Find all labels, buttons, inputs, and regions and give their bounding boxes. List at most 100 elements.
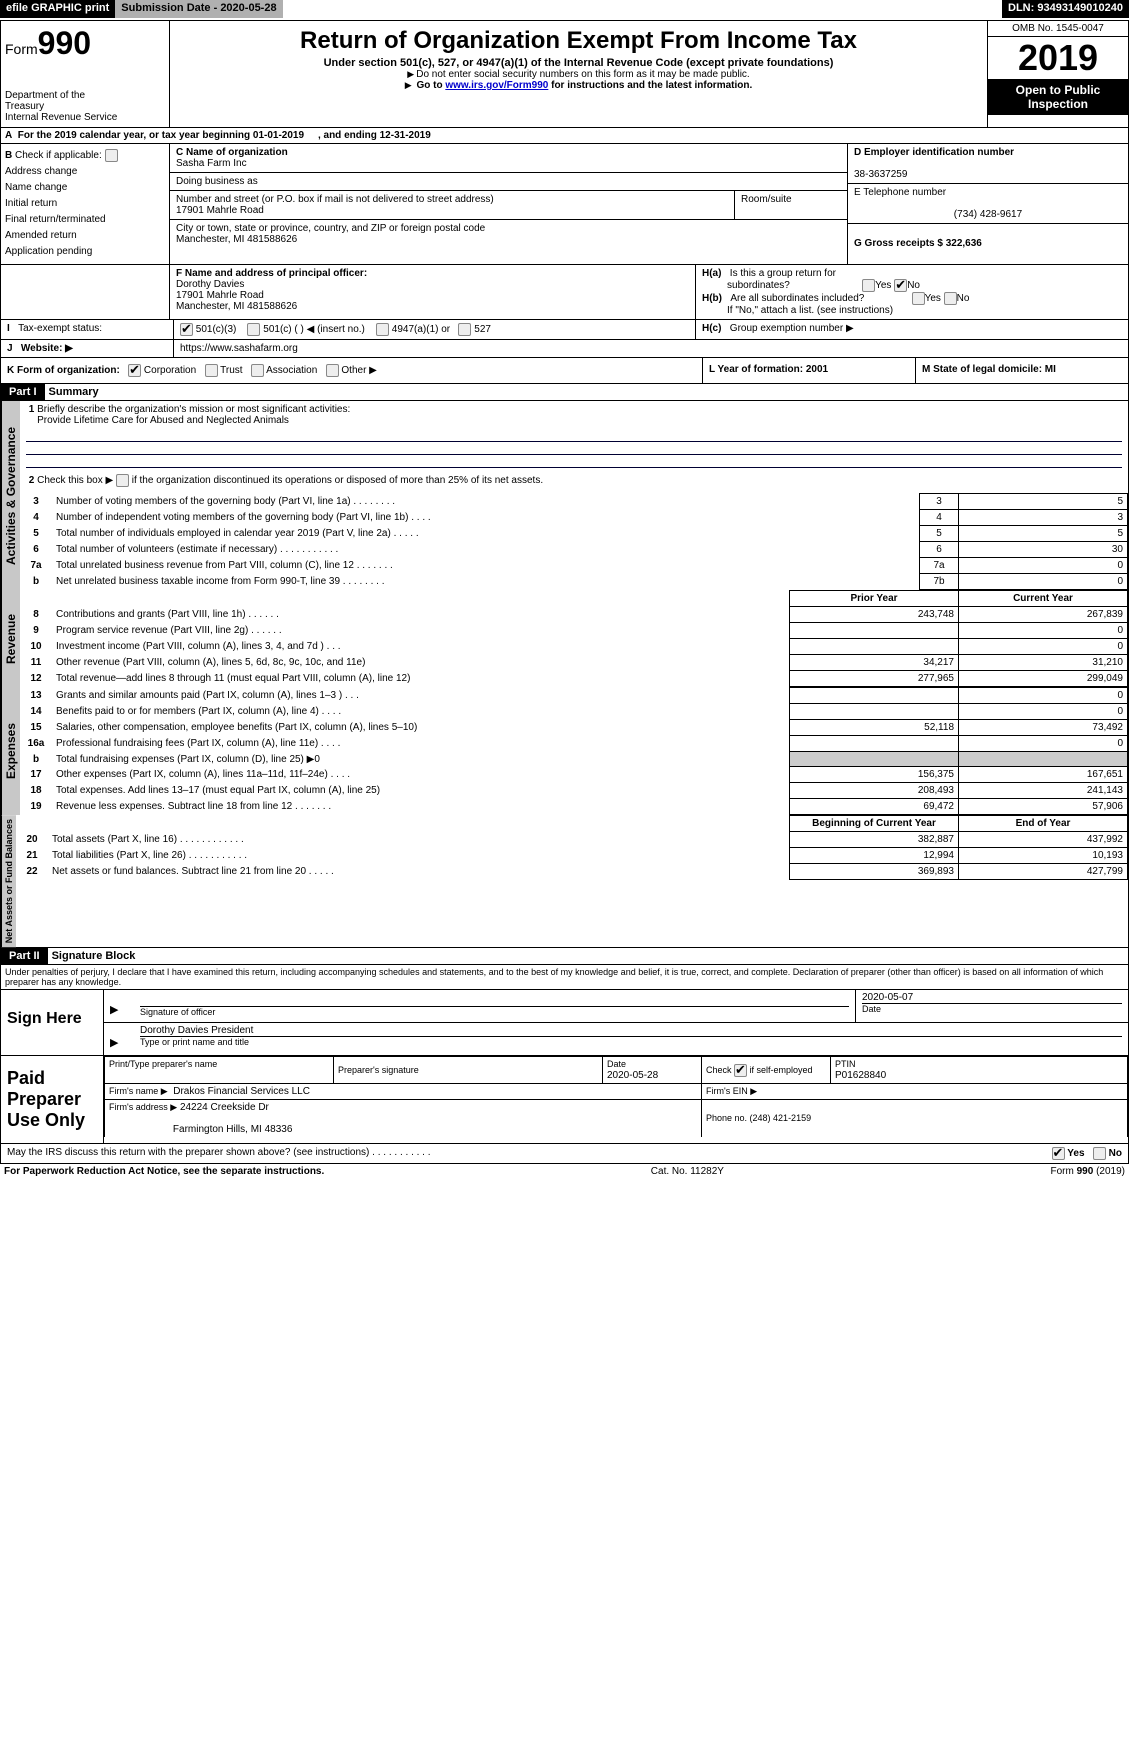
cat-no: Cat. No. 11282Y: [651, 1166, 724, 1177]
gross-receipts: G Gross receipts $ 322,636: [854, 238, 982, 249]
checkbox-applicable[interactable]: [105, 149, 118, 162]
perjury-statement: Under penalties of perjury, I declare th…: [0, 965, 1129, 990]
ein-value: 38-3637259: [854, 169, 907, 180]
org-name-label: C Name of organization: [176, 147, 288, 158]
irs-link[interactable]: www.irs.gov/Form990: [445, 80, 548, 91]
state-domicile: M State of legal domicile: MI: [922, 364, 1056, 375]
table-row: 21 Total liabilities (Part X, line 26) .…: [16, 848, 1128, 864]
table-row: 12 Total revenue—add lines 8 through 11 …: [20, 671, 1128, 687]
firm-address-2: Farmington Hills, MI 48336: [173, 1124, 293, 1135]
efile-label: efile GRAPHIC print: [0, 0, 115, 18]
cb-self-employed[interactable]: [734, 1064, 747, 1077]
cb-pending: Application pending: [5, 246, 92, 257]
officer-label: F Name and address of principal officer:: [176, 268, 367, 279]
arrow-icon: [104, 990, 134, 1022]
omb-number: OMB No. 1545-0047: [988, 21, 1128, 37]
officer-group-block: F Name and address of principal officer:…: [0, 265, 1129, 320]
open-to-public: Open to Public Inspection: [988, 79, 1128, 115]
arrow-icon: [104, 1023, 134, 1055]
part-1-header: Part I Summary: [0, 384, 1129, 401]
officer-street: 17901 Mahrle Road: [176, 290, 264, 301]
cb-assoc[interactable]: [251, 364, 264, 377]
table-row: 5 Total number of individuals employed i…: [20, 526, 1128, 542]
cb-trust[interactable]: [205, 364, 218, 377]
table-row: 22 Net assets or fund balances. Subtract…: [16, 864, 1128, 880]
discuss-yes-checkbox[interactable]: [1052, 1147, 1065, 1160]
row-j-website: J Website: ▶ https://www.sashafarm.org: [0, 340, 1129, 358]
vtab-activities-governance: Activities & Governance: [1, 401, 20, 590]
mission-label: Briefly describe the organization's miss…: [37, 404, 350, 415]
officer-name: Dorothy Davies: [176, 279, 244, 290]
table-row: 16a Professional fundraising fees (Part …: [20, 736, 1128, 752]
cb-amended: Amended return: [5, 230, 77, 241]
preparer-table: Print/Type preparer's name Preparer's si…: [104, 1056, 1128, 1137]
hb-no-checkbox[interactable]: [944, 292, 957, 305]
discuss-no-checkbox[interactable]: [1093, 1147, 1106, 1160]
hb-yes-checkbox[interactable]: [912, 292, 925, 305]
row-a-tax-year: A For the 2019 calendar year, or tax yea…: [0, 128, 1129, 144]
firm-ein-label: Firm's EIN ▶: [706, 1086, 757, 1096]
form-number: Form990: [5, 25, 165, 62]
row-k-org-form: K Form of organization: Corporation Trus…: [0, 358, 1129, 384]
cb-527[interactable]: [458, 323, 471, 336]
table-row: 14 Benefits paid to or for members (Part…: [20, 704, 1128, 720]
dept-treasury: Department of the Treasury Internal Reve…: [5, 90, 165, 123]
form-subtitle: Under section 501(c), 527, or 4947(a)(1)…: [174, 57, 983, 69]
table-row: 3 Number of voting members of the govern…: [20, 494, 1128, 510]
officer-name-label: Type or print name and title: [140, 1037, 249, 1047]
dba-label: Doing business as: [176, 176, 258, 187]
paid-preparer-block: Paid Preparer Use Only Print/Type prepar…: [0, 1056, 1129, 1144]
discuss-row: May the IRS discuss this return with the…: [0, 1144, 1129, 1164]
sig-officer-label: Signature of officer: [140, 1007, 215, 1017]
table-row: 13 Grants and similar amounts paid (Part…: [20, 688, 1128, 704]
officer-signed-name: Dorothy Davies President: [140, 1025, 253, 1036]
city-label: City or town, state or province, country…: [176, 223, 485, 234]
table-row: 11 Other revenue (Part VIII, column (A),…: [20, 655, 1128, 671]
paid-preparer-label: Paid Preparer Use Only: [1, 1056, 104, 1143]
table-row: 17 Other expenses (Part IX, column (A), …: [20, 767, 1128, 783]
table-row: 4 Number of independent voting members o…: [20, 510, 1128, 526]
phone-value: (734) 428-9617: [854, 209, 1122, 220]
website-note: Go to www.irs.gov/Form990 for instructio…: [174, 80, 983, 91]
ptin-value: P01628840: [835, 1070, 886, 1081]
year-formation: L Year of formation: 2001: [709, 364, 828, 375]
sign-here-block: Sign Here Signature of officer 2020-05-0…: [0, 990, 1129, 1056]
table-row: 9 Program service revenue (Part VIII, li…: [20, 623, 1128, 639]
cb-final-return: Final return/terminated: [5, 214, 106, 225]
room-label: Room/suite: [741, 194, 792, 205]
form-header: Form990 Department of the Treasury Inter…: [0, 20, 1129, 128]
officer-city: Manchester, MI 481588626: [176, 301, 297, 312]
street-label: Number and street (or P.O. box if mail i…: [176, 194, 494, 205]
website-value: https://www.sashafarm.org: [180, 343, 298, 354]
sign-date: 2020-05-07: [862, 992, 913, 1003]
table-row: b Net unrelated business taxable income …: [20, 574, 1128, 590]
firm-name: Drakos Financial Services LLC: [173, 1086, 310, 1097]
mission-text: Provide Lifetime Care for Abused and Neg…: [37, 415, 289, 426]
pra-notice: For Paperwork Reduction Act Notice, see …: [4, 1166, 324, 1177]
cb-4947[interactable]: [376, 323, 389, 336]
table-row: 6 Total number of volunteers (estimate i…: [20, 542, 1128, 558]
cb-501c[interactable]: [247, 323, 260, 336]
org-name: Sasha Farm Inc: [176, 158, 247, 169]
table-row: 10 Investment income (Part VIII, column …: [20, 639, 1128, 655]
sign-date-label: Date: [862, 1004, 881, 1014]
efile-strip: efile GRAPHIC print Submission Date - 20…: [0, 0, 1129, 18]
vtab-expenses: Expenses: [1, 687, 20, 815]
form-footer: Form 990 (2019): [1051, 1166, 1125, 1177]
col-b-checkboxes: B Check if applicable: Address change Na…: [1, 144, 170, 264]
table-row: 7a Total unrelated business revenue from…: [20, 558, 1128, 574]
table-row: 20 Total assets (Part X, line 16) . . . …: [16, 832, 1128, 848]
cb-501c3[interactable]: [180, 323, 193, 336]
cb-address-change: Address change: [5, 166, 77, 177]
cb-corp[interactable]: [128, 364, 141, 377]
summary-table-ag: 3 Number of voting members of the govern…: [20, 493, 1128, 590]
ha-yes-checkbox[interactable]: [862, 279, 875, 292]
phone-label: E Telephone number: [854, 187, 946, 198]
summary-table-revenue: Prior Year Current Year 8 Contributions …: [20, 590, 1128, 687]
row-i-tax-status: I Tax-exempt status: 501(c)(3) 501(c) ( …: [0, 320, 1129, 340]
submission-date: Submission Date - 2020-05-28: [115, 0, 282, 18]
cb-other[interactable]: [326, 364, 339, 377]
form-title: Return of Organization Exempt From Incom…: [174, 27, 983, 55]
ha-no-checkbox[interactable]: [894, 279, 907, 292]
cb-discontinued[interactable]: [116, 474, 129, 487]
